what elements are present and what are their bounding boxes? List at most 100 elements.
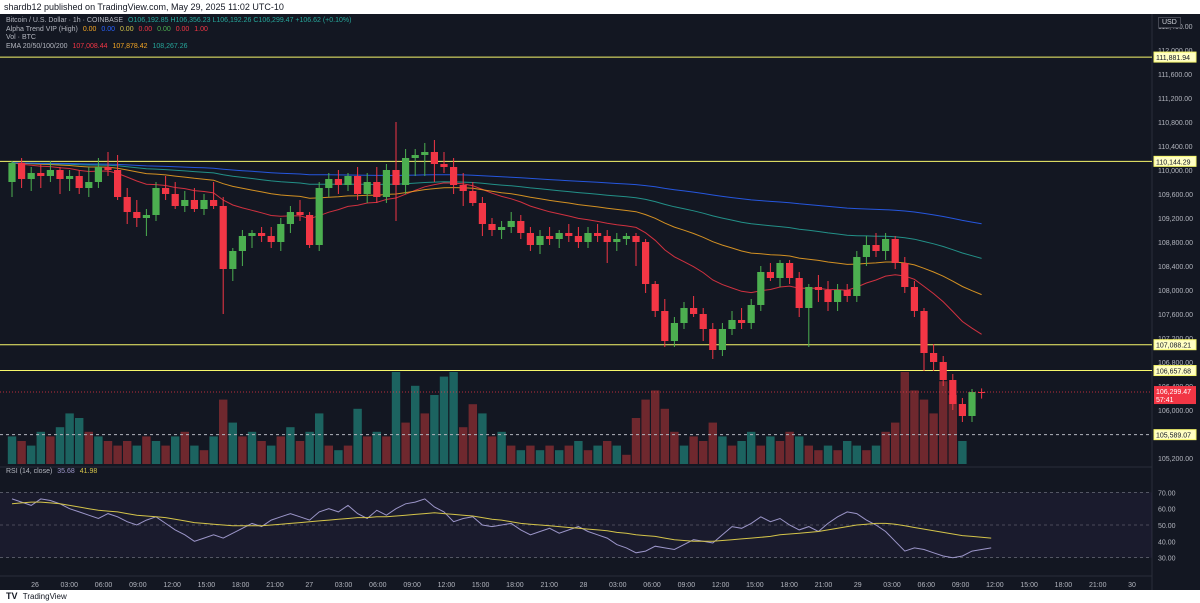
candle-body[interactable]: [958, 404, 966, 416]
candle-body[interactable]: [94, 167, 102, 182]
candle-body[interactable]: [75, 176, 83, 188]
candle-body[interactable]: [891, 239, 899, 263]
candle-body[interactable]: [469, 191, 477, 203]
candle-body[interactable]: [421, 152, 429, 155]
candle-body[interactable]: [546, 236, 554, 239]
symbol-label[interactable]: Bitcoin / U.S. Dollar · 1h · COINBASE: [6, 17, 124, 24]
candle-body[interactable]: [814, 287, 822, 290]
candle-body[interactable]: [8, 162, 16, 182]
candle-body[interactable]: [728, 320, 736, 329]
candle-body[interactable]: [776, 263, 784, 278]
candle-body[interactable]: [526, 233, 534, 245]
candle-body[interactable]: [344, 176, 352, 185]
candle-body[interactable]: [834, 290, 842, 302]
candle-body[interactable]: [402, 158, 410, 185]
candle-body[interactable]: [853, 257, 861, 296]
candle-body[interactable]: [498, 227, 506, 230]
candle-body[interactable]: [277, 224, 285, 242]
candle-body[interactable]: [843, 290, 851, 296]
candle-body[interactable]: [229, 251, 237, 269]
vol-label[interactable]: Vol · BTC: [6, 34, 36, 41]
candle-body[interactable]: [334, 179, 342, 185]
candle-body[interactable]: [104, 167, 112, 170]
candle-body[interactable]: [738, 320, 746, 323]
candle-body[interactable]: [795, 278, 803, 308]
candle-body[interactable]: [296, 212, 304, 215]
candle-body[interactable]: [949, 380, 957, 404]
candle-body[interactable]: [85, 182, 93, 188]
candle-body[interactable]: [430, 152, 438, 164]
candle-body[interactable]: [920, 311, 928, 353]
candle-body[interactable]: [670, 323, 678, 341]
candle-body[interactable]: [27, 173, 35, 179]
candle-body[interactable]: [968, 392, 976, 416]
currency-label[interactable]: USD: [1158, 17, 1181, 28]
candle-body[interactable]: [978, 392, 986, 393]
candle-body[interactable]: [37, 173, 45, 176]
candle-body[interactable]: [594, 233, 602, 236]
candle-body[interactable]: [680, 308, 688, 323]
candle-body[interactable]: [152, 188, 160, 215]
candle-body[interactable]: [210, 200, 218, 206]
ema-label[interactable]: EMA 20/50/100/200: [6, 42, 68, 50]
price-chart[interactable]: 112,400.00112,000.00111,600.00111,200.00…: [0, 14, 1200, 590]
candle-body[interactable]: [267, 236, 275, 242]
candle-body[interactable]: [66, 176, 74, 179]
candle-body[interactable]: [411, 155, 419, 158]
candle-body[interactable]: [488, 224, 496, 230]
candle-body[interactable]: [46, 170, 54, 176]
candle-body[interactable]: [805, 287, 813, 308]
candle-body[interactable]: [238, 236, 246, 251]
candle-body[interactable]: [286, 212, 294, 224]
candle-body[interactable]: [555, 233, 563, 239]
candle-body[interactable]: [661, 311, 669, 341]
candle-body[interactable]: [747, 305, 755, 323]
candle-body[interactable]: [248, 233, 256, 236]
candle-body[interactable]: [478, 203, 486, 224]
candle-body[interactable]: [18, 162, 26, 179]
candle-body[interactable]: [622, 236, 630, 239]
candle-body[interactable]: [56, 170, 64, 179]
candle-body[interactable]: [930, 353, 938, 362]
candle-body[interactable]: [699, 314, 707, 329]
candle-body[interactable]: [786, 263, 794, 278]
candle-body[interactable]: [565, 233, 573, 236]
candle-body[interactable]: [872, 245, 880, 251]
candle-body[interactable]: [142, 215, 150, 218]
candle-body[interactable]: [939, 362, 947, 380]
candle-body[interactable]: [709, 329, 717, 350]
candle-body[interactable]: [181, 200, 189, 206]
candle-body[interactable]: [171, 194, 179, 206]
candle-body[interactable]: [690, 308, 698, 314]
candle-body[interactable]: [459, 185, 467, 191]
candle-body[interactable]: [440, 164, 448, 167]
candle-body[interactable]: [450, 167, 458, 185]
candle-body[interactable]: [315, 188, 323, 245]
candle-body[interactable]: [354, 176, 362, 194]
candle-body[interactable]: [718, 329, 726, 350]
candle-body[interactable]: [190, 200, 198, 209]
rsi-label[interactable]: RSI (14, close): [6, 468, 53, 475]
candle-body[interactable]: [757, 272, 765, 305]
candle-body[interactable]: [306, 215, 314, 245]
candle-body[interactable]: [123, 197, 131, 212]
candle-body[interactable]: [517, 221, 525, 233]
candle-body[interactable]: [862, 245, 870, 257]
candle-body[interactable]: [373, 182, 381, 197]
candle-body[interactable]: [766, 272, 774, 278]
candle-body[interactable]: [114, 170, 122, 197]
candle-body[interactable]: [133, 212, 141, 218]
candle-body[interactable]: [325, 179, 333, 188]
candle-body[interactable]: [258, 233, 266, 236]
candle-body[interactable]: [219, 206, 227, 269]
candle-body[interactable]: [584, 233, 592, 242]
candle-body[interactable]: [824, 290, 832, 302]
candle-body[interactable]: [603, 236, 611, 242]
candle-body[interactable]: [901, 263, 909, 287]
candle-body[interactable]: [574, 236, 582, 242]
candle-body[interactable]: [632, 236, 640, 242]
candle-body[interactable]: [200, 200, 208, 209]
candle-body[interactable]: [651, 284, 659, 311]
candle-body[interactable]: [363, 182, 371, 194]
candle-body[interactable]: [382, 170, 390, 197]
